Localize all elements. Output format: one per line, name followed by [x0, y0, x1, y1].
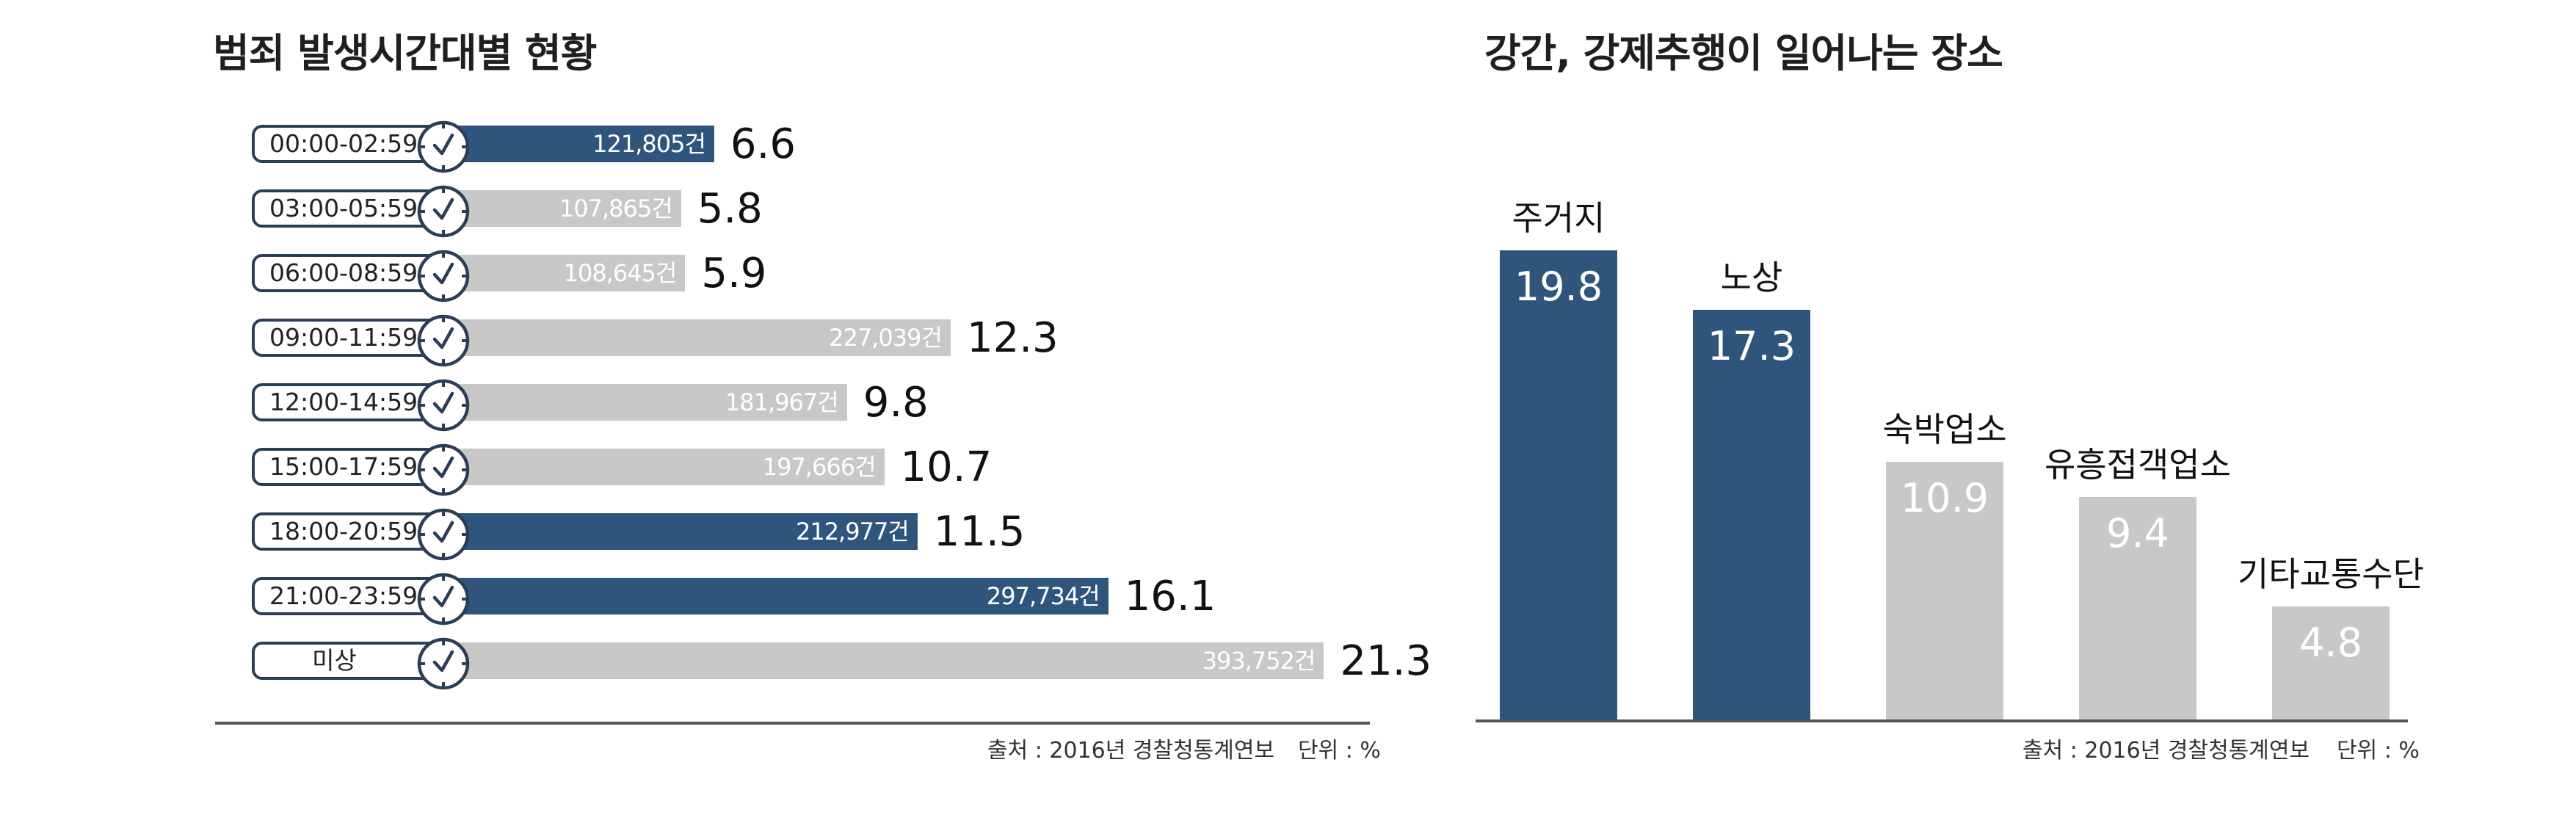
bar: 393,752건 [440, 642, 1324, 679]
percent-label: 16.1 [1124, 573, 1216, 620]
percent-label: 10.7 [900, 443, 993, 491]
percent-label: 12.3 [966, 314, 1059, 362]
time-row: 03:00-05:59 107,865건 5.8 [0, 184, 1395, 238]
time-range-label: 03:00-05:59 [252, 189, 446, 228]
time-row: 15:00-17:59 197,666건 10.7 [0, 442, 1395, 496]
case-count-label: 227,039건 [829, 324, 943, 352]
clock-icon [416, 377, 471, 433]
left-chart-title: 범죄 발생시간대별 현황 [213, 30, 597, 76]
left-unit: 단위 : % [1298, 738, 1381, 764]
clock-icon [416, 119, 471, 175]
percent-label: 11.5 [933, 508, 1026, 556]
case-count-label: 181,967건 [725, 388, 839, 416]
bar: 19.8 [1500, 250, 1617, 720]
case-count-label: 393,752건 [1202, 647, 1316, 675]
bar: 108,645건 [440, 255, 686, 291]
right-source: 출처 : 2016년 경찰청통계연보 [2022, 738, 2310, 764]
time-row: 미상 393,752건 21.3 [0, 636, 1432, 690]
time-range-label: 미상 [252, 642, 446, 680]
time-row: 09:00-11:59 227,039건 12.3 [0, 313, 1395, 367]
time-range-label: 06:00-08:59 [252, 254, 446, 292]
left-baseline [215, 722, 1370, 725]
case-count-label: 108,645건 [563, 259, 678, 287]
case-count-label: 297,734건 [986, 582, 1100, 610]
clock-icon [416, 442, 471, 498]
value-label: 10.9 [1900, 474, 1989, 521]
clock-icon [416, 571, 471, 627]
percent-label: 5.9 [701, 250, 767, 297]
left-source: 출처 : 2016년 경찰청통계연보 [987, 738, 1275, 764]
percent-label: 21.3 [1340, 637, 1432, 685]
case-count-label: 121,805건 [592, 130, 706, 158]
bar: 227,039건 [440, 319, 951, 356]
time-row: 00:00-02:59 121,805건 6.6 [0, 119, 1395, 173]
time-row: 21:00-23:59 297,734건 16.1 [0, 571, 1395, 626]
category-label: 주거지 [1512, 198, 1606, 239]
case-count-label: 197,666건 [762, 453, 877, 481]
value-label: 17.3 [1707, 323, 1796, 370]
bar: 212,977건 [440, 513, 918, 550]
category-label: 유흥접객업소 [2045, 445, 2231, 485]
clock-icon [416, 507, 471, 562]
category-label: 노상 [1720, 258, 1783, 298]
time-row: 18:00-20:59 212,977건 11.5 [0, 507, 1395, 561]
case-count-label: 212,977건 [795, 518, 910, 545]
time-range-label: 12:00-14:59 [252, 383, 446, 421]
clock-icon [416, 184, 471, 239]
bar: 17.3 [1693, 310, 1810, 720]
time-row: 06:00-08:59 108,645건 5.9 [0, 248, 1395, 302]
percent-label: 5.8 [697, 185, 763, 233]
clock-icon [416, 248, 471, 304]
value-label: 4.8 [2299, 619, 2362, 666]
right-chart-title: 강간, 강제추행이 일어나는 장소 [1484, 30, 2003, 76]
time-range-label: 15:00-17:59 [252, 448, 446, 486]
category-label: 숙박업소 [1882, 409, 2007, 449]
bar: 10.9 [1886, 461, 2003, 720]
case-count-label: 107,865건 [559, 195, 673, 222]
right-unit: 단위 : % [2337, 738, 2420, 764]
percent-label: 9.8 [863, 379, 929, 427]
bar: 107,865건 [440, 190, 681, 227]
bar: 9.4 [2079, 497, 2196, 720]
value-label: 9.4 [2106, 510, 2169, 557]
value-label: 19.8 [1514, 264, 1603, 311]
clock-icon [416, 313, 471, 369]
bar: 197,666건 [440, 449, 885, 485]
bar: 4.8 [2272, 606, 2390, 720]
bar: 297,734건 [440, 578, 1109, 614]
category-label: 기타교통수단 [2238, 554, 2424, 594]
time-range-label: 21:00-23:59 [252, 577, 446, 615]
percent-label: 6.6 [730, 120, 796, 168]
time-range-label: 09:00-11:59 [252, 319, 446, 357]
clock-icon [416, 636, 471, 692]
time-range-label: 00:00-02:59 [252, 125, 446, 163]
time-row: 12:00-14:59 181,967건 9.8 [0, 377, 1395, 432]
right-baseline [1476, 719, 2408, 722]
bar: 181,967건 [440, 384, 847, 421]
bar: 121,805건 [440, 126, 714, 162]
